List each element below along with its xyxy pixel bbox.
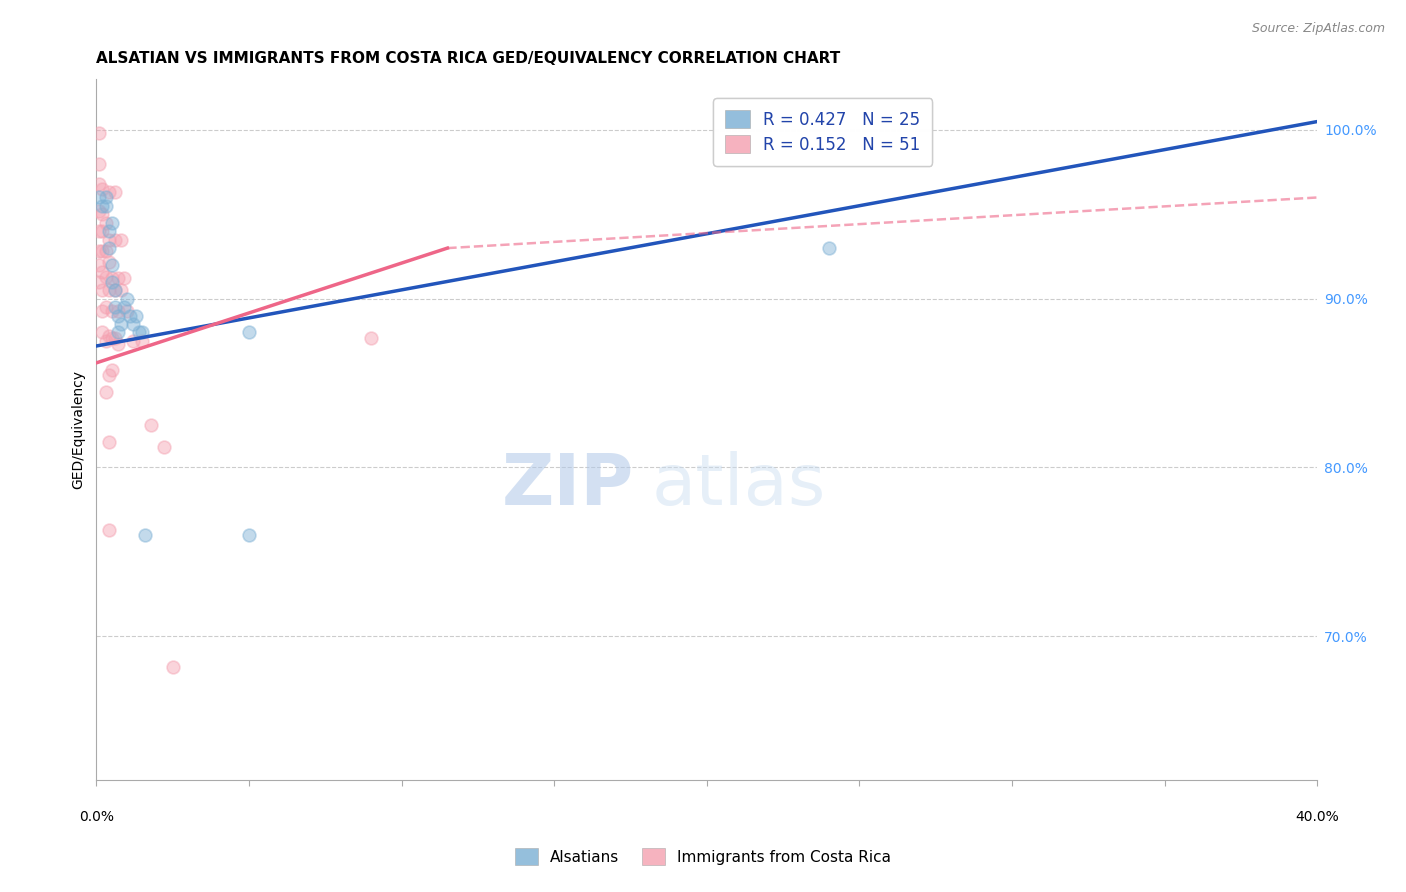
Point: [112, 271, 135, 285]
Point: [104, 283, 127, 297]
Point: [100, 303, 122, 318]
Point: [94, 190, 117, 204]
Point: [97, 241, 120, 255]
Text: 0.0%: 0.0%: [79, 810, 114, 824]
Point: [97, 254, 120, 268]
Point: [100, 216, 122, 230]
Point: [97, 435, 120, 450]
Point: [122, 334, 145, 348]
Point: [97, 224, 120, 238]
Point: [91, 224, 114, 238]
Point: [104, 186, 127, 200]
Point: [115, 303, 138, 318]
Text: atlas: atlas: [652, 451, 827, 520]
Text: 40.0%: 40.0%: [1295, 810, 1340, 824]
Point: [94, 300, 117, 314]
Point: [89, 224, 111, 238]
Point: [100, 258, 122, 272]
Point: [91, 207, 114, 221]
Point: [112, 300, 135, 314]
Point: [110, 233, 132, 247]
Point: [97, 233, 120, 247]
Point: [97, 523, 120, 537]
Point: [89, 204, 111, 219]
Text: ALSATIAN VS IMMIGRANTS FROM COSTA RICA GED/EQUIVALENCY CORRELATION CHART: ALSATIAN VS IMMIGRANTS FROM COSTA RICA G…: [97, 51, 841, 66]
Point: [91, 199, 114, 213]
Point: [110, 283, 132, 297]
Point: [134, 528, 156, 542]
Point: [91, 303, 114, 318]
Text: Source: ZipAtlas.com: Source: ZipAtlas.com: [1251, 22, 1385, 36]
Point: [91, 265, 114, 279]
Point: [107, 271, 129, 285]
Point: [115, 292, 138, 306]
Point: [118, 309, 141, 323]
Point: [238, 326, 260, 340]
Legend: R = 0.427   N = 25, R = 0.152   N = 51: R = 0.427 N = 25, R = 0.152 N = 51: [713, 98, 932, 166]
Point: [89, 190, 111, 204]
Text: ZIP: ZIP: [502, 451, 634, 520]
Point: [89, 177, 111, 191]
Point: [94, 384, 117, 399]
Point: [122, 317, 145, 331]
Point: [94, 199, 117, 213]
Point: [107, 326, 129, 340]
Point: [89, 258, 111, 272]
Point: [100, 330, 122, 344]
Point: [104, 330, 127, 344]
Point: [94, 244, 117, 259]
Y-axis label: GED/Equivalency: GED/Equivalency: [72, 370, 86, 489]
Point: [128, 326, 150, 340]
Point: [162, 659, 184, 673]
Point: [100, 362, 122, 376]
Point: [152, 440, 174, 454]
Point: [141, 418, 163, 433]
Point: [107, 309, 129, 323]
Point: [104, 300, 127, 314]
Point: [360, 330, 382, 344]
Point: [100, 271, 122, 285]
Point: [100, 275, 122, 289]
Point: [110, 317, 132, 331]
Point: [91, 182, 114, 196]
Point: [238, 528, 260, 542]
Point: [94, 269, 117, 284]
Point: [131, 326, 153, 340]
Point: [97, 368, 120, 382]
Point: [104, 233, 127, 247]
Point: [104, 283, 127, 297]
Point: [89, 275, 111, 289]
Point: [97, 329, 120, 343]
Point: [91, 283, 114, 297]
Point: [89, 157, 111, 171]
Point: [107, 337, 129, 351]
Point: [107, 303, 129, 318]
Point: [125, 309, 148, 323]
Point: [94, 334, 117, 348]
Point: [89, 126, 111, 140]
Legend: Alsatians, Immigrants from Costa Rica: Alsatians, Immigrants from Costa Rica: [509, 842, 897, 871]
Point: [97, 186, 120, 200]
Point: [94, 216, 117, 230]
Point: [89, 244, 111, 259]
Point: [91, 326, 114, 340]
Point: [131, 334, 153, 348]
Point: [91, 244, 114, 259]
Point: [818, 241, 841, 255]
Point: [97, 283, 120, 297]
